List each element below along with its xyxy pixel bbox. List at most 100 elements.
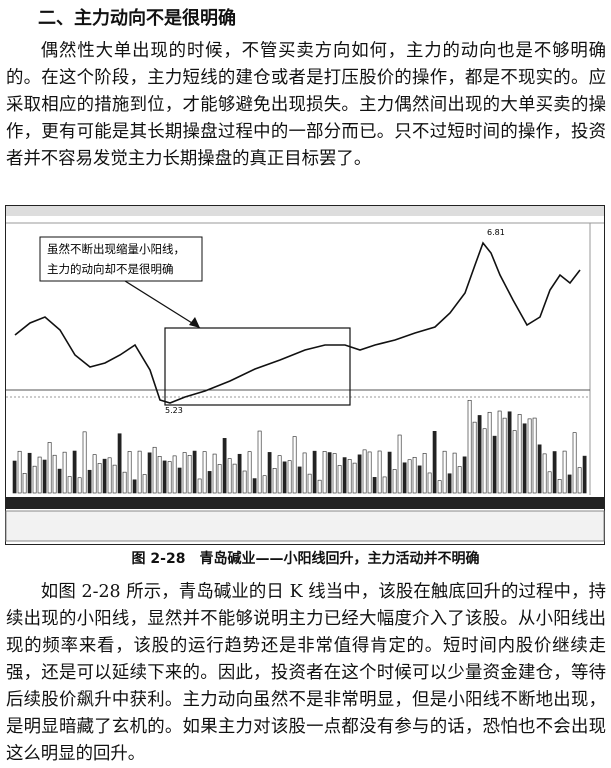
volume-bar	[27, 452, 32, 494]
annotation-box	[39, 236, 203, 282]
volume-bar	[32, 465, 37, 494]
volume-bar	[252, 478, 257, 494]
volume-bar	[532, 417, 537, 494]
volume-bar	[257, 430, 262, 494]
volume-bar	[517, 414, 522, 494]
volume-bar	[22, 473, 27, 494]
volume-bar	[442, 450, 447, 494]
volume-bar	[282, 461, 287, 494]
volume-bar	[327, 452, 332, 494]
volume-bar	[82, 431, 87, 494]
arrowhead	[189, 317, 200, 328]
volume-bar	[457, 466, 462, 494]
volume-bar	[542, 453, 547, 494]
volume-bar	[52, 454, 57, 494]
volume-bar	[342, 457, 347, 494]
volume-bar	[407, 459, 412, 494]
volume-bar	[437, 480, 442, 494]
volume-bar	[247, 451, 252, 494]
volume-bar	[92, 454, 97, 494]
volume-bar	[417, 465, 422, 494]
volume-bar	[367, 451, 372, 494]
volume-bar	[177, 467, 182, 494]
highlight-box	[164, 327, 351, 406]
volume-bar	[97, 463, 102, 494]
status-bar	[6, 497, 604, 509]
volume-bar	[467, 399, 472, 494]
volume-bar	[187, 455, 192, 494]
price-trace	[14, 241, 581, 404]
volume-bar	[377, 450, 382, 494]
volume-bar	[482, 428, 487, 494]
volume-bar	[312, 450, 317, 494]
volume-bar	[582, 455, 587, 494]
heading: 二、主力动向不是很明确	[38, 8, 236, 29]
volume-bar	[557, 479, 562, 494]
volume-bar	[347, 459, 352, 494]
volume-bar	[57, 468, 62, 494]
volume-bar	[337, 465, 342, 494]
volume-bar	[267, 452, 272, 494]
volume-bar	[432, 431, 437, 494]
volume-bar	[122, 471, 127, 494]
volume-bar	[137, 450, 142, 494]
volume-bar	[422, 453, 427, 494]
volume-bar	[497, 410, 502, 494]
volume-bar	[47, 442, 52, 494]
volume-bar	[182, 452, 187, 494]
caption: 图 2-28 青岛碱业——小阳线回升，主力活动并不明确	[131, 551, 480, 567]
volume-bar	[357, 454, 362, 494]
volume-bar	[572, 432, 577, 494]
arrow	[124, 280, 201, 329]
volume-bar	[502, 417, 507, 494]
volume-bar	[302, 452, 307, 494]
volume-bar	[527, 418, 532, 494]
volume-bar	[552, 451, 557, 494]
volume-bar	[402, 462, 407, 494]
volume-bar	[362, 449, 367, 494]
volume-bar	[307, 473, 312, 494]
volume-bar	[472, 421, 477, 494]
volume-bar	[412, 456, 417, 494]
volume-bar	[197, 478, 202, 494]
volume-bar	[427, 472, 432, 494]
volume-bar	[207, 471, 212, 494]
annotation-line: 虽然不断出现缩量小阳线，	[47, 242, 185, 256]
volume-bar	[272, 468, 277, 494]
volume-bar	[332, 453, 337, 494]
volume-bar	[287, 460, 292, 494]
volume-bar	[392, 469, 397, 494]
volume-bar	[37, 456, 42, 494]
volume-bar	[127, 451, 132, 494]
volume-bar	[372, 477, 377, 494]
volume-bar	[212, 453, 217, 494]
volume-bar	[222, 438, 227, 494]
volume-bar	[67, 476, 72, 494]
volume-bar	[322, 451, 327, 494]
volume-bar	[462, 456, 467, 494]
volume-bar	[142, 474, 147, 494]
volume-bar	[227, 458, 232, 494]
volume-bar	[232, 463, 237, 494]
volume-bar	[217, 464, 222, 494]
volume-bar	[17, 450, 22, 494]
annotation-line: 主力的动向却不是很明确	[47, 262, 174, 276]
volume-bar	[172, 455, 177, 494]
volume-bar	[72, 450, 77, 494]
volume-bar	[42, 459, 47, 494]
volume-bar	[162, 460, 167, 494]
volume-bar	[492, 435, 497, 494]
volume-bar	[167, 461, 172, 494]
volume-bar	[87, 469, 92, 494]
volume-bar	[352, 462, 357, 494]
volume-bar	[132, 479, 137, 494]
volume-bar	[452, 452, 457, 494]
volume-bar	[112, 464, 117, 494]
volume-bar	[62, 451, 67, 494]
volume-bar	[277, 455, 282, 494]
volume-bar	[562, 450, 567, 494]
volume-bar	[192, 450, 197, 494]
volume-bar	[297, 466, 302, 494]
